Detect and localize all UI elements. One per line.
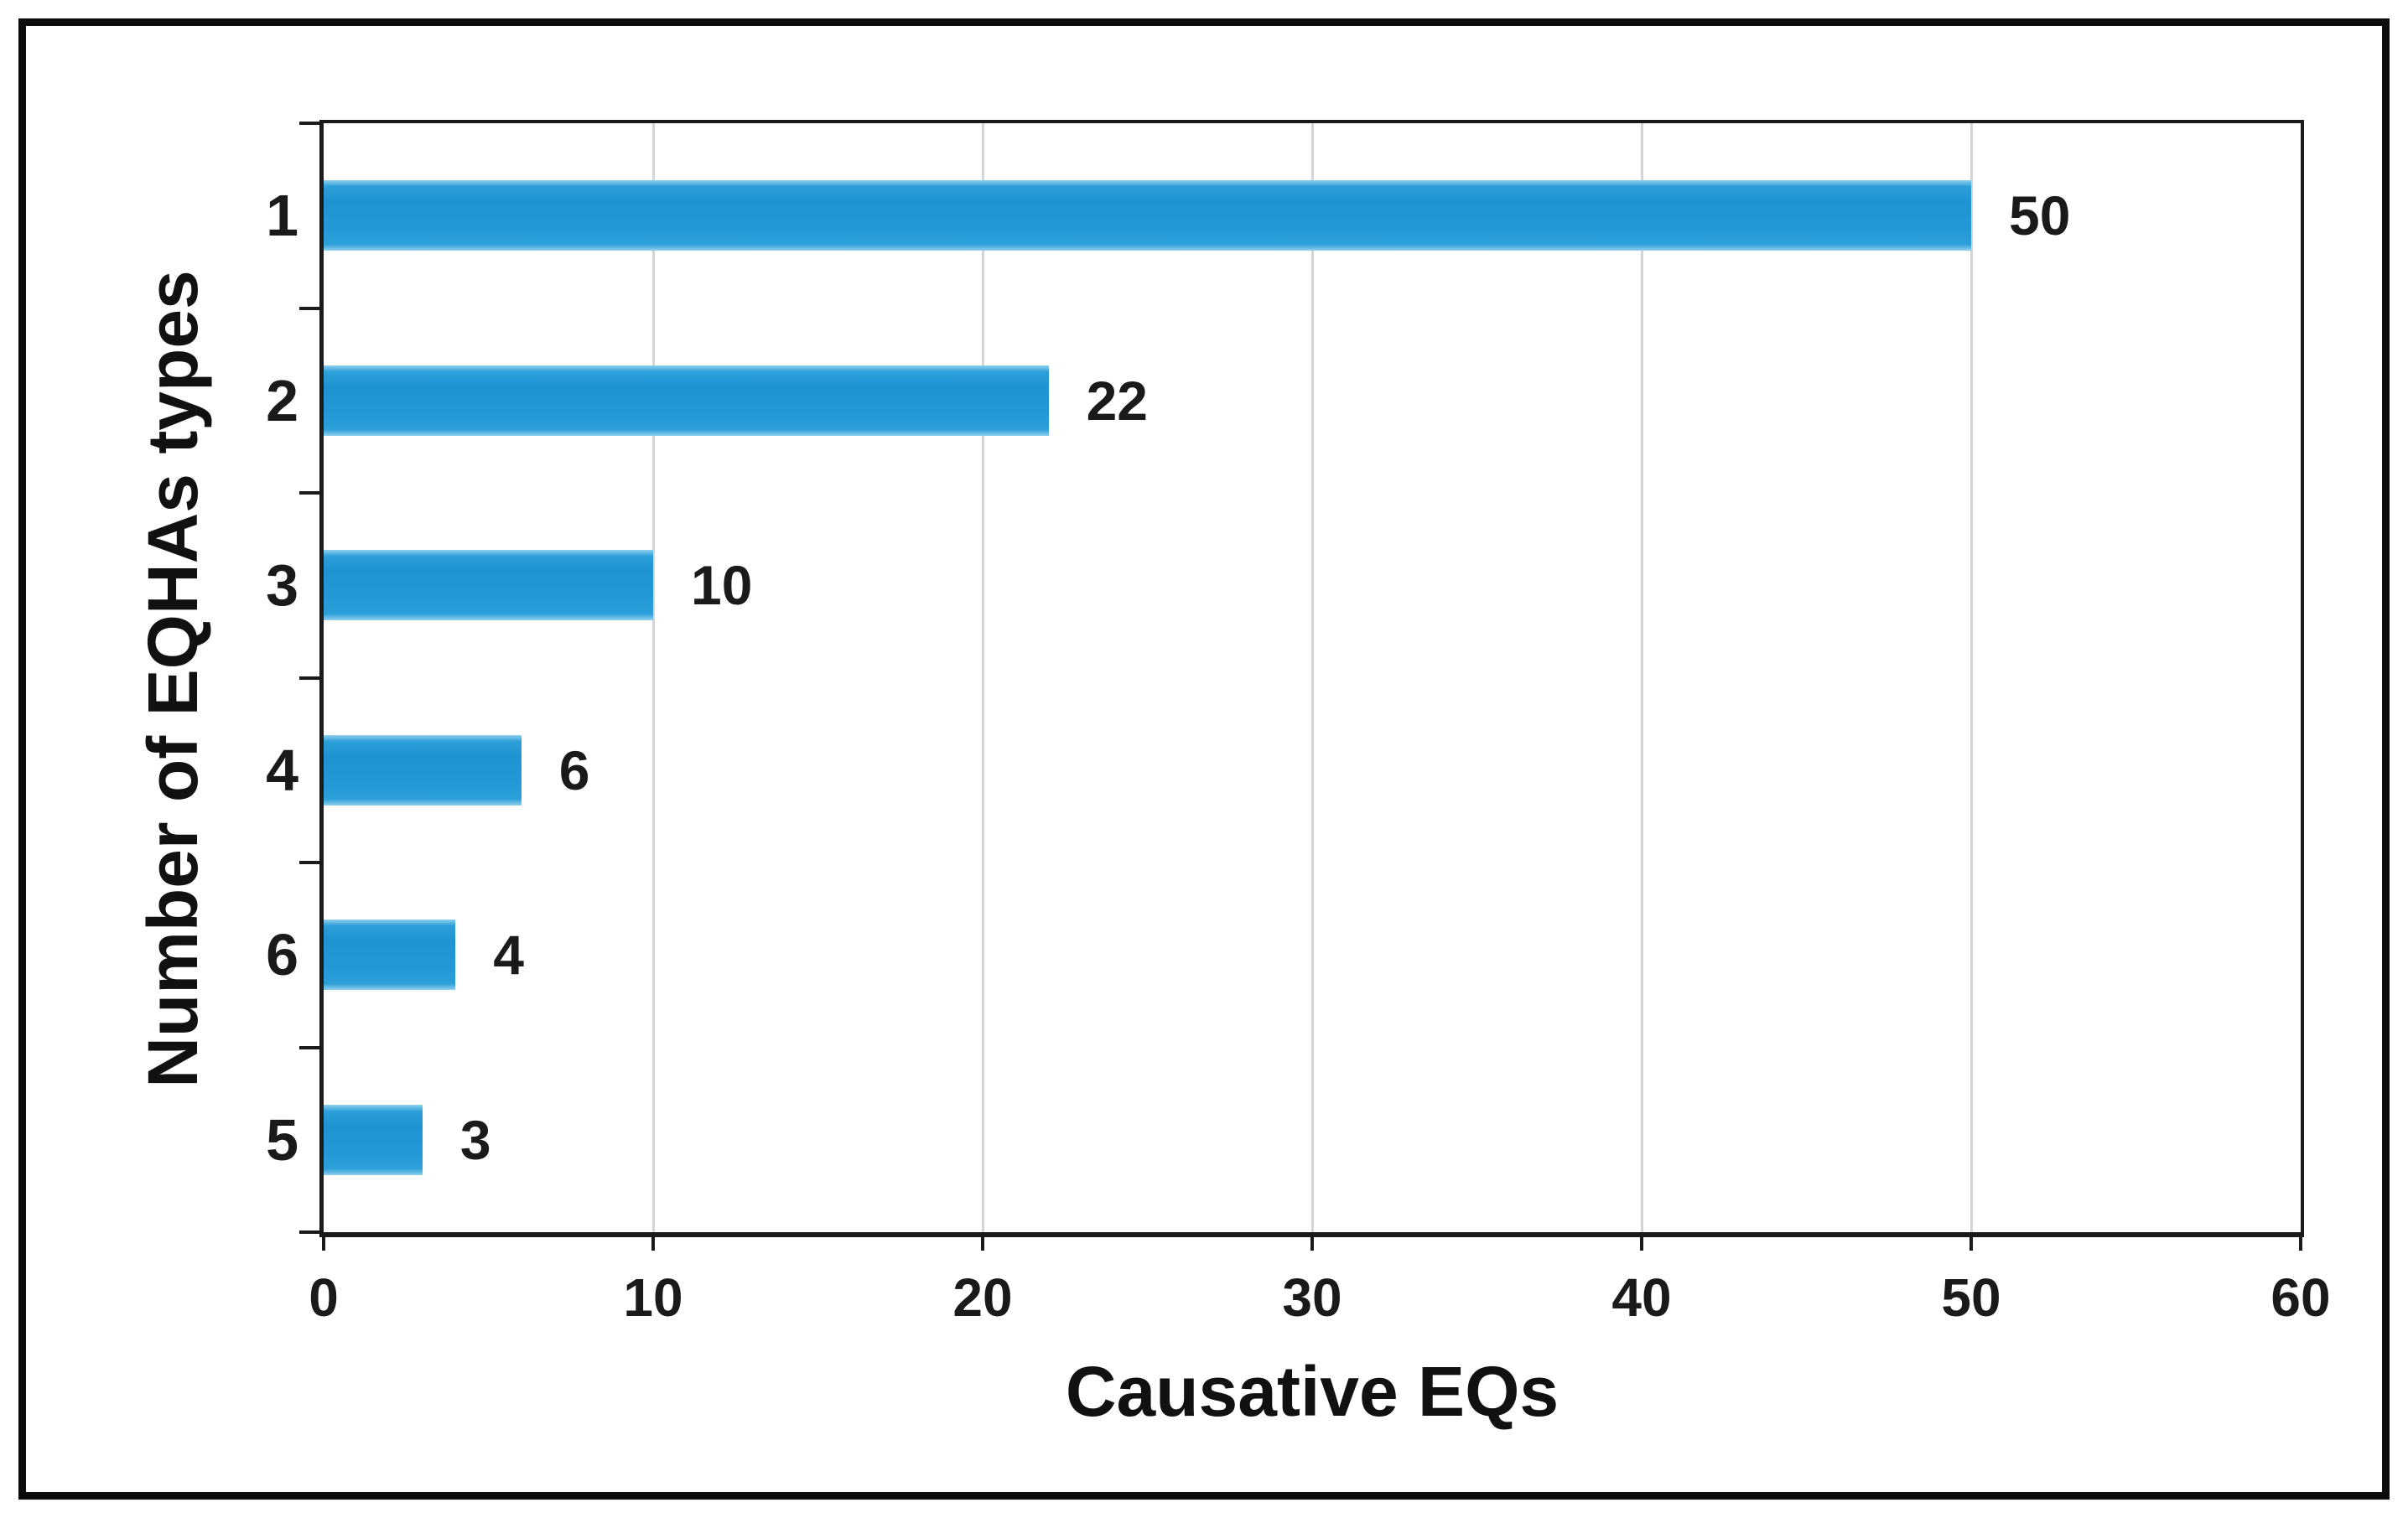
bar-value-label: 22: [1086, 369, 1149, 432]
gridline: [1969, 123, 1973, 1232]
bar: [324, 734, 522, 806]
bar-value-label: 6: [558, 738, 590, 801]
x-axis-title: Causative EQs: [1065, 1352, 1559, 1431]
gridline: [1310, 123, 1314, 1232]
x-axis-tick: [1310, 1232, 1314, 1251]
category-label: 4: [266, 737, 298, 803]
bar: [324, 365, 1049, 436]
category-label: 6: [266, 922, 298, 988]
y-axis-tick: [299, 676, 319, 680]
gridline: [1640, 123, 1643, 1232]
y-axis-tick: [299, 122, 319, 125]
bar-value-label: 10: [691, 554, 753, 617]
y-axis-tick: [299, 306, 319, 310]
category-label: 3: [266, 552, 298, 619]
x-axis-tick: [981, 1232, 984, 1251]
bar: [324, 180, 1971, 251]
category-label: 5: [266, 1106, 298, 1173]
bar-value-label: 3: [459, 1108, 491, 1171]
y-axis-title-area: Number of EQHAs types: [93, 120, 252, 1237]
category-label: 2: [266, 367, 298, 433]
x-tick-label: 50: [1941, 1267, 2001, 1328]
x-axis-tick: [322, 1232, 325, 1251]
x-axis-tick: [1640, 1232, 1643, 1251]
x-tick-label: 60: [2270, 1267, 2331, 1328]
bar: [324, 1104, 423, 1175]
y-axis-tick: [299, 1045, 319, 1049]
gridline: [651, 123, 655, 1232]
x-tick-label: 40: [1611, 1267, 1672, 1328]
bar: [324, 920, 456, 991]
x-axis-tick: [651, 1232, 655, 1251]
x-axis-tick: [2299, 1232, 2302, 1251]
bar: [324, 550, 653, 621]
category-label: 1: [266, 183, 298, 249]
x-tick-label: 30: [1282, 1267, 1342, 1328]
x-axis-tick: [1969, 1232, 1973, 1251]
x-tick-label: 10: [623, 1267, 683, 1328]
y-axis-tick: [299, 1230, 319, 1234]
plot-area: 50 22 10 6 4 3 1 2 3 4 6 5 0 10 20 30 40 50 60 Causative …: [266, 120, 2331, 1427]
bar-value-label: 50: [2009, 184, 2071, 247]
y-axis-tick: [299, 491, 319, 495]
bar-value-label: 4: [493, 924, 524, 987]
gridline: [981, 123, 984, 1232]
x-tick-label: 20: [952, 1267, 1013, 1328]
x-tick-label: 0: [309, 1267, 339, 1328]
y-axis-tick: [299, 861, 319, 864]
